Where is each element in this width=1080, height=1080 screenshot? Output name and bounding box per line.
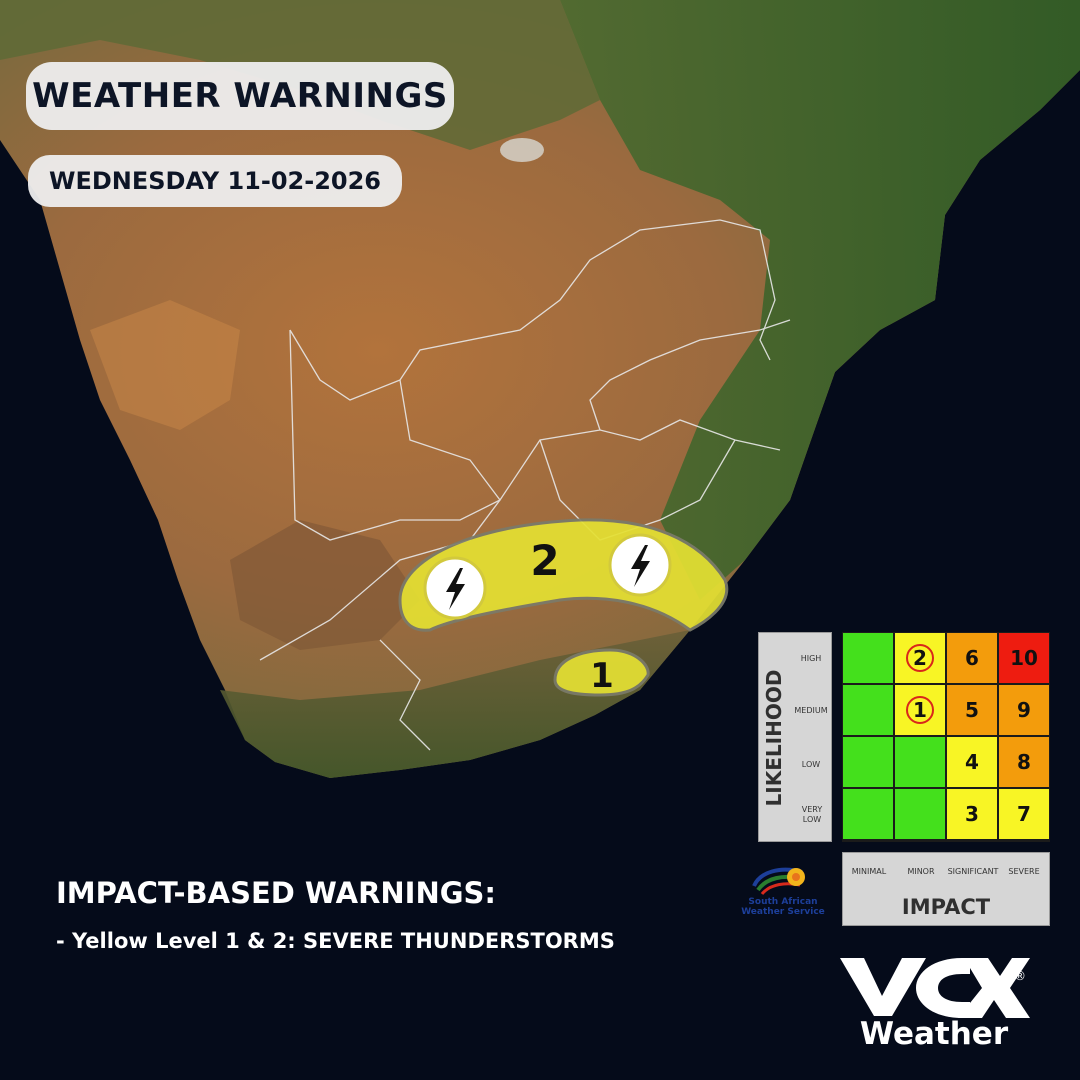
warning-area-level-1 bbox=[553, 648, 650, 697]
matrix-cell: 4 bbox=[947, 737, 997, 787]
likelihood-high: HIGH bbox=[800, 654, 822, 663]
matrix-cell bbox=[843, 737, 893, 787]
matrix-cell: 10 bbox=[999, 633, 1049, 683]
impact-title: IMPACT bbox=[901, 895, 991, 919]
mountain-texture bbox=[230, 520, 420, 650]
matrix-cell bbox=[843, 685, 893, 735]
impact-minor: MINOR bbox=[907, 867, 935, 876]
salt-pan bbox=[500, 138, 544, 162]
matrix-cell: 8 bbox=[999, 737, 1049, 787]
impact-warnings-detail: - Yellow Level 1 & 2: SEVERE THUNDERSTOR… bbox=[56, 929, 615, 953]
svg-text:Weather Service: Weather Service bbox=[741, 907, 825, 917]
vegetation-north bbox=[560, 0, 1080, 600]
vox-weather-wordmark: Weather bbox=[860, 1016, 1009, 1052]
risk-matrix-grid: 2 6 10 1 5 9 4 8 3 7 bbox=[842, 632, 1050, 842]
matrix-cell: 9 bbox=[999, 685, 1049, 735]
registered-mark: ® bbox=[1014, 969, 1026, 983]
thunderstorm-icon bbox=[423, 556, 487, 620]
impact-axis: MINIMAL MINOR SIGNIFICANT SEVERE IMPACT bbox=[842, 852, 1050, 926]
matrix-cell: 3 bbox=[947, 789, 997, 839]
saws-logo: South African Weather Service bbox=[741, 867, 825, 917]
matrix-cell: 7 bbox=[999, 789, 1049, 839]
matrix-cell: 6 bbox=[947, 633, 997, 683]
matrix-cell bbox=[843, 633, 893, 683]
matrix-cell: 2 bbox=[895, 633, 945, 683]
impact-warnings-heading: IMPACT-BASED WARNINGS: bbox=[56, 876, 497, 910]
impact-significant: SIGNIFICANT bbox=[947, 867, 999, 876]
selected-level-ring: 1 bbox=[906, 696, 934, 724]
dry-texture bbox=[90, 300, 240, 430]
matrix-cell: 5 bbox=[947, 685, 997, 735]
province-borders bbox=[259, 219, 791, 751]
warning-level-2-label: 2 bbox=[530, 536, 559, 585]
selected-level-ring: 2 bbox=[906, 644, 934, 672]
vox-weather-logo: ® Weather bbox=[840, 958, 1030, 1052]
page-title: WEATHER WARNINGS bbox=[26, 62, 454, 130]
thunderstorm-icon bbox=[608, 533, 672, 597]
impact-severe: SEVERE bbox=[1008, 867, 1040, 876]
impact-minimal: MINIMAL bbox=[851, 867, 887, 876]
matrix-cell bbox=[895, 789, 945, 839]
likelihood-low: LOW bbox=[801, 760, 821, 769]
matrix-cell bbox=[895, 737, 945, 787]
warning-level-1-label: 1 bbox=[590, 656, 614, 696]
likelihood-medium: MEDIUM bbox=[794, 706, 828, 715]
likelihood-title: LIKELIHOOD bbox=[762, 669, 786, 807]
likelihood-axis: LIKELIHOOD HIGH MEDIUM LOW VERY LOW bbox=[758, 632, 832, 842]
matrix-cell bbox=[843, 789, 893, 839]
svg-text:South African: South African bbox=[748, 897, 817, 907]
likelihood-very-low: VERY LOW bbox=[801, 805, 823, 824]
matrix-cell: 1 bbox=[895, 685, 945, 735]
date-badge: WEDNESDAY 11-02-2026 bbox=[28, 155, 402, 207]
